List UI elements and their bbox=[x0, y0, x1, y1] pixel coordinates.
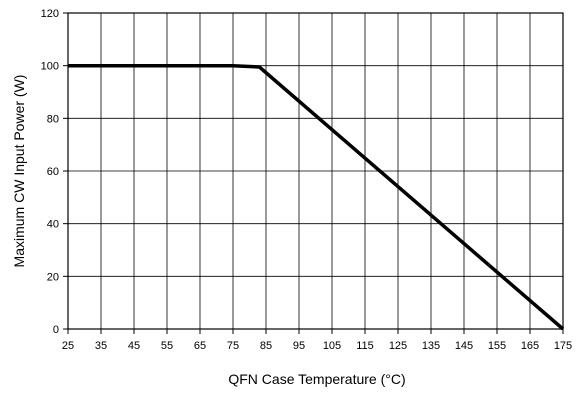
gridlines bbox=[63, 12, 564, 334]
x-tick-label: 55 bbox=[161, 340, 173, 352]
series-line-0 bbox=[68, 63, 565, 331]
y-tick-label: 0 bbox=[53, 324, 59, 336]
x-tick-label: 95 bbox=[293, 340, 305, 352]
x-tick-label: 35 bbox=[95, 340, 107, 352]
x-tick-label: 85 bbox=[260, 340, 272, 352]
y-axis-title: Maximum CW Input Power (W) bbox=[11, 75, 27, 268]
x-axis-title: QFN Case Temperature (°C) bbox=[228, 371, 405, 387]
x-tick-label: 115 bbox=[356, 340, 374, 352]
x-tick-label: 125 bbox=[389, 340, 407, 352]
plot-frame bbox=[67, 12, 564, 330]
y-tick-label: 40 bbox=[47, 219, 59, 231]
x-tick-label: 65 bbox=[194, 340, 206, 352]
y-tick-label: 120 bbox=[41, 8, 59, 20]
y-tick-label: 100 bbox=[41, 61, 59, 73]
y-tick-label: 80 bbox=[47, 113, 59, 125]
x-tick-label: 145 bbox=[455, 340, 473, 352]
x-tick-labels: 25 35 45 55 65 75 85 95 105 115 125 135 145 155 165 175 bbox=[62, 340, 572, 352]
x-tick-label: 75 bbox=[227, 340, 239, 352]
x-tick-label: 25 bbox=[62, 340, 74, 352]
x-tick-label: 45 bbox=[128, 340, 140, 352]
x-tick-label: 155 bbox=[488, 340, 506, 352]
series-layer bbox=[68, 63, 565, 331]
y-tick-labels: 0 20 40 60 80 100 120 bbox=[41, 8, 59, 336]
x-tick-label: 135 bbox=[422, 340, 440, 352]
x-tick-label: 105 bbox=[323, 340, 341, 352]
x-tick-label: 165 bbox=[521, 340, 539, 352]
x-tick-label: 175 bbox=[554, 340, 572, 352]
y-tick-label: 20 bbox=[47, 271, 59, 283]
y-tick-label: 60 bbox=[47, 166, 59, 178]
